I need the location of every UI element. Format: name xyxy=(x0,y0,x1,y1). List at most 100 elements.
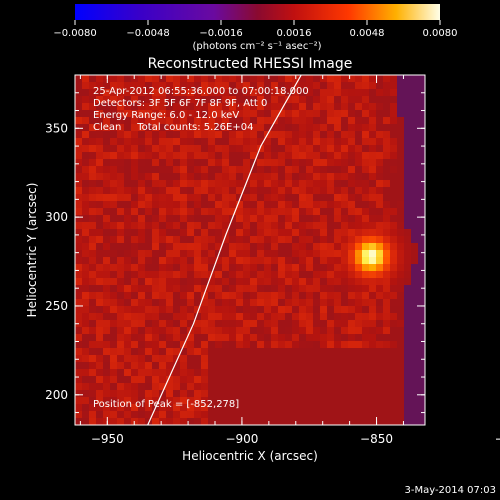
heatmap-cell xyxy=(355,411,363,419)
heatmap-cell xyxy=(201,117,209,125)
heatmap-cell xyxy=(236,348,244,356)
heatmap-cell xyxy=(404,236,412,244)
heatmap-cell xyxy=(110,236,118,244)
heatmap-cell xyxy=(306,159,314,167)
heatmap-cell xyxy=(187,201,195,209)
heatmap-cell xyxy=(397,103,405,111)
heatmap-cell xyxy=(355,369,363,377)
heatmap-cell xyxy=(418,117,425,125)
heatmap-cell xyxy=(117,285,125,293)
heatmap-cell xyxy=(89,306,97,314)
heatmap-cell xyxy=(320,418,328,425)
heatmap-cell xyxy=(369,278,377,286)
heatmap-cell xyxy=(194,82,202,90)
heatmap-cell xyxy=(222,180,230,188)
heatmap-cell xyxy=(194,110,202,118)
heatmap-cell xyxy=(187,138,195,146)
heatmap-cell xyxy=(390,411,398,419)
heatmap-cell xyxy=(313,362,321,370)
heatmap-cell xyxy=(166,243,174,251)
heatmap-cell xyxy=(369,362,377,370)
heatmap-cell xyxy=(320,194,328,202)
heatmap-cell xyxy=(355,306,363,314)
heatmap-cell xyxy=(75,103,83,111)
heatmap-cell xyxy=(397,131,405,139)
heatmap-cell xyxy=(82,187,90,195)
heatmap-cell xyxy=(194,383,202,391)
x-tick-label: −800 xyxy=(495,432,500,446)
heatmap-cell xyxy=(341,369,349,377)
heatmap-cell xyxy=(159,285,167,293)
heatmap-cell xyxy=(138,292,146,300)
heatmap-cell xyxy=(257,306,265,314)
heatmap-cell xyxy=(299,334,307,342)
heatmap-cell xyxy=(334,271,342,279)
heatmap-cell xyxy=(222,313,230,321)
heatmap-cell xyxy=(180,390,188,398)
heatmap-cell xyxy=(96,348,104,356)
heatmap-cell xyxy=(313,152,321,160)
heatmap-cell xyxy=(180,411,188,419)
heatmap-cell xyxy=(404,320,412,328)
heatmap-cell xyxy=(89,376,97,384)
heatmap-cell xyxy=(264,355,272,363)
heatmap-cell xyxy=(166,320,174,328)
heatmap-cell xyxy=(334,383,342,391)
heatmap-cell xyxy=(383,159,391,167)
colorbar-units-label: (photons cm⁻² s⁻¹ asec⁻²) xyxy=(192,41,321,52)
heatmap-cell xyxy=(369,96,377,104)
heatmap-cell xyxy=(180,243,188,251)
heatmap-cell xyxy=(348,138,356,146)
heatmap-cell xyxy=(348,313,356,321)
heatmap-cell xyxy=(306,152,314,160)
heatmap-cell xyxy=(187,348,195,356)
heatmap-cell xyxy=(131,145,139,153)
heatmap-cell xyxy=(320,208,328,216)
heatmap-cell xyxy=(264,96,272,104)
heatmap-cell xyxy=(222,117,230,125)
heatmap-cell xyxy=(327,383,335,391)
heatmap-cell xyxy=(397,355,405,363)
heatmap-cell xyxy=(159,348,167,356)
heatmap-cell xyxy=(187,411,195,419)
heatmap-cell xyxy=(215,285,223,293)
heatmap-cell xyxy=(376,285,384,293)
heatmap-cell xyxy=(103,376,111,384)
heatmap-cell xyxy=(397,362,405,370)
heatmap-cell xyxy=(82,243,90,251)
heatmap-cell xyxy=(278,194,286,202)
heatmap-cell xyxy=(96,236,104,244)
heatmap-cell xyxy=(138,250,146,258)
heatmap-cell xyxy=(152,152,160,160)
heatmap-cell xyxy=(271,131,279,139)
heatmap-cell xyxy=(257,82,265,90)
heatmap-cell xyxy=(306,194,314,202)
heatmap-cell xyxy=(187,124,195,132)
heatmap-cell xyxy=(222,306,230,314)
heatmap-cell xyxy=(271,348,279,356)
heatmap-cell xyxy=(334,390,342,398)
heatmap-cell xyxy=(187,320,195,328)
heatmap-cell xyxy=(131,229,139,237)
heatmap-cell xyxy=(96,145,104,153)
heatmap-cell xyxy=(208,292,216,300)
heatmap-cell xyxy=(208,222,216,230)
heatmap-cell xyxy=(250,75,258,83)
heatmap-cell xyxy=(327,362,335,370)
heatmap-cell xyxy=(166,110,174,118)
heatmap-cell xyxy=(390,215,398,223)
heatmap-cell xyxy=(390,180,398,188)
heatmap-cell xyxy=(180,152,188,160)
heatmap-cell xyxy=(110,75,118,83)
heatmap-cell xyxy=(292,383,300,391)
heatmap-cell xyxy=(334,138,342,146)
heatmap-cell xyxy=(243,264,251,272)
heatmap-cell xyxy=(292,285,300,293)
heatmap-cell xyxy=(145,271,153,279)
heatmap-cell xyxy=(159,96,167,104)
x-tick-label: −900 xyxy=(225,432,258,446)
heatmap-cell xyxy=(348,271,356,279)
heatmap-cell xyxy=(117,159,125,167)
heatmap-cell xyxy=(75,222,83,230)
heatmap-cell xyxy=(243,131,251,139)
